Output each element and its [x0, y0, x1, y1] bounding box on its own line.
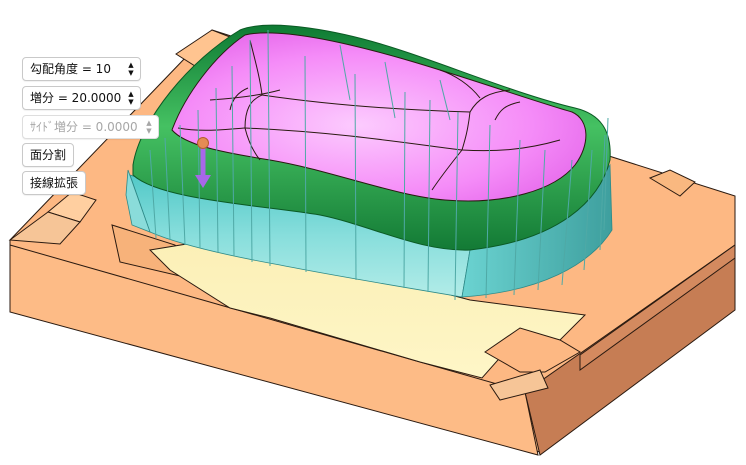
spin-arrows-icon[interactable]: ▲ ▼ — [128, 61, 134, 77]
surface-patch-edges — [177, 39, 561, 191]
core-top-surface — [171, 32, 587, 202]
face-split-button[interactable]: 面分割 — [22, 143, 75, 167]
offset-label: 増分 = 20.0000 — [30, 91, 122, 105]
side-offset-field: ｻｲﾄﾞ増分 = 0.0000 ▲ ▼ — [22, 115, 159, 139]
tangent-extend-label: 接線拡張 — [30, 176, 79, 190]
side-offset-label: ｻｲﾄﾞ増分 = 0.0000 — [30, 120, 138, 134]
face-split-label: 面分割 — [30, 148, 67, 162]
spin-arrows-icon[interactable]: ▲ ▼ — [128, 90, 134, 106]
offset-field[interactable]: 増分 = 20.0000 ▲ ▼ — [22, 86, 141, 110]
base-right-face — [524, 244, 736, 456]
draft-angle-label: 勾配角度 = 10 — [30, 62, 111, 76]
draft-angle-field[interactable]: 勾配角度 = 10 ▲ ▼ — [22, 57, 141, 81]
draft-lines — [149, 29, 609, 301]
tangent-extend-button[interactable]: 接線拡張 — [22, 171, 87, 195]
draft-direction-handle[interactable] — [195, 137, 211, 189]
spin-arrows-icon: ▲ ▼ — [146, 119, 152, 135]
